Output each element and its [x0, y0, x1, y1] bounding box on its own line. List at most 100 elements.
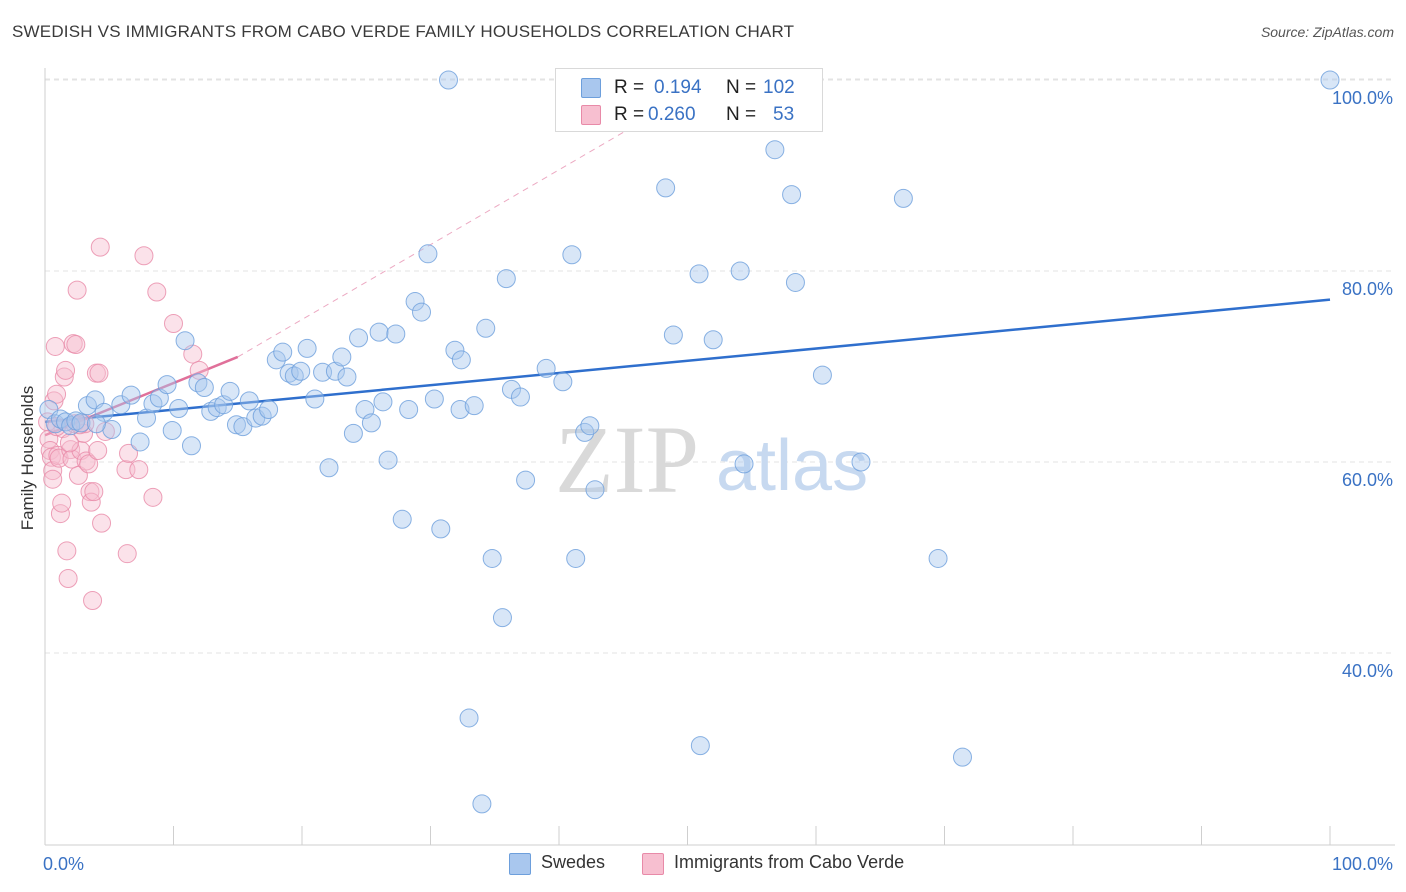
cabo-verde-point[interactable]	[59, 433, 79, 453]
swedes-point[interactable]	[305, 389, 325, 409]
cabo-verde-point[interactable]	[117, 544, 137, 564]
swedes-point[interactable]	[782, 185, 802, 205]
swedes-point[interactable]	[562, 245, 582, 265]
swedes-point[interactable]	[566, 548, 586, 568]
swedes-point[interactable]	[239, 391, 259, 411]
swedes-point[interactable]	[689, 264, 709, 284]
swedes-point[interactable]	[175, 331, 195, 351]
cabo-verde-point[interactable]	[119, 443, 139, 463]
swedes-point[interactable]	[157, 375, 177, 395]
swedes-point[interactable]	[343, 423, 363, 443]
swedes-point[interactable]	[111, 395, 131, 415]
swedes-point[interactable]	[194, 378, 214, 398]
swedes-point[interactable]	[516, 470, 536, 490]
swedes-point[interactable]	[851, 452, 871, 472]
cabo-verde-point[interactable]	[83, 590, 103, 610]
swedes-point[interactable]	[373, 392, 393, 412]
swedes-point[interactable]	[450, 399, 470, 419]
swedes-point[interactable]	[464, 396, 484, 416]
cabo-verde-point[interactable]	[56, 360, 76, 380]
swedes-point[interactable]	[730, 261, 750, 281]
swedes-point[interactable]	[765, 140, 785, 160]
swedes-point[interactable]	[77, 396, 97, 416]
swedes-point[interactable]	[162, 420, 182, 440]
swedes-point[interactable]	[181, 436, 201, 456]
swedes-point[interactable]	[349, 328, 369, 348]
swedes-point[interactable]	[492, 608, 512, 628]
swedes-point[interactable]	[378, 450, 398, 470]
swedes-point[interactable]	[580, 416, 600, 436]
cabo-verde-point[interactable]	[61, 440, 81, 460]
swedes-point[interactable]	[399, 399, 419, 419]
swedes-point[interactable]	[137, 408, 157, 428]
swedes-point[interactable]	[279, 363, 299, 383]
swedes-point[interactable]	[50, 409, 70, 429]
swedes-point[interactable]	[893, 188, 913, 208]
swedes-point[interactable]	[510, 387, 530, 407]
cabo-verde-point[interactable]	[84, 482, 104, 502]
swedes-point[interactable]	[332, 347, 352, 367]
cabo-verde-point[interactable]	[134, 246, 154, 266]
cabo-verde-point[interactable]	[43, 469, 63, 489]
cabo-verde-point[interactable]	[164, 314, 183, 334]
swedes-point[interactable]	[424, 389, 444, 409]
cabo-verde-point[interactable]	[92, 513, 112, 533]
swedes-point[interactable]	[451, 350, 471, 370]
cabo-verde-point[interactable]	[143, 487, 163, 507]
cabo-verde-point[interactable]	[58, 569, 78, 589]
swedes-point[interactable]	[575, 422, 595, 442]
swedes-point[interactable]	[291, 361, 311, 381]
cabo-verde-point[interactable]	[90, 237, 110, 257]
swedes-point[interactable]	[785, 272, 805, 292]
swedes-point[interactable]	[553, 372, 573, 392]
cabo-verde-point[interactable]	[89, 363, 109, 383]
swedes-point[interactable]	[445, 340, 465, 360]
swedes-point[interactable]	[690, 736, 710, 756]
swedes-point[interactable]	[928, 548, 948, 568]
swedes-point[interactable]	[734, 454, 754, 474]
swedes-point[interactable]	[361, 413, 381, 433]
swedes-point[interactable]	[319, 458, 339, 478]
swedes-point[interactable]	[266, 350, 286, 370]
cabo-verde-point[interactable]	[67, 280, 87, 300]
swedes-point[interactable]	[812, 365, 832, 385]
swedes-point[interactable]	[482, 548, 502, 568]
swedes-point[interactable]	[86, 414, 106, 434]
cabo-verde-point[interactable]	[147, 282, 167, 302]
swedes-point[interactable]	[418, 244, 438, 264]
swedes-point[interactable]	[226, 415, 246, 435]
swedes-point[interactable]	[273, 342, 293, 362]
cabo-verde-point[interactable]	[54, 367, 74, 387]
cabo-verde-point[interactable]	[52, 493, 72, 513]
swedes-point[interactable]	[369, 322, 389, 342]
swedes-point[interactable]	[259, 399, 279, 419]
cabo-verde-point[interactable]	[45, 336, 65, 356]
swedes-point[interactable]	[496, 269, 516, 289]
swedes-point[interactable]	[438, 70, 458, 90]
cabo-verde-point[interactable]	[88, 441, 108, 461]
swedes-point[interactable]	[405, 292, 425, 312]
cabo-verde-point[interactable]	[66, 335, 86, 355]
cabo-verde-point[interactable]	[47, 384, 67, 404]
swedes-point[interactable]	[952, 747, 972, 767]
swedes-point[interactable]	[121, 385, 141, 405]
swedes-point[interactable]	[71, 413, 91, 433]
cabo-verde-point[interactable]	[129, 460, 149, 480]
swedes-point[interactable]	[337, 367, 357, 387]
swedes-point[interactable]	[656, 178, 676, 198]
cabo-verde-point[interactable]	[79, 454, 99, 474]
swedes-point[interactable]	[585, 480, 605, 500]
swedes-point[interactable]	[220, 381, 240, 401]
cabo-verde-point[interactable]	[50, 504, 70, 524]
swedes-point[interactable]	[412, 302, 432, 322]
swedes-point[interactable]	[459, 708, 479, 728]
swedes-point[interactable]	[169, 399, 189, 419]
swedes-point[interactable]	[392, 509, 412, 529]
swedes-point[interactable]	[130, 432, 150, 452]
swedes-point[interactable]	[94, 402, 114, 422]
swedes-point[interactable]	[663, 325, 683, 345]
swedes-point[interactable]	[325, 361, 345, 381]
swedes-point[interactable]	[536, 358, 556, 378]
cabo-verde-point[interactable]	[57, 541, 77, 561]
swedes-point[interactable]	[386, 324, 406, 344]
